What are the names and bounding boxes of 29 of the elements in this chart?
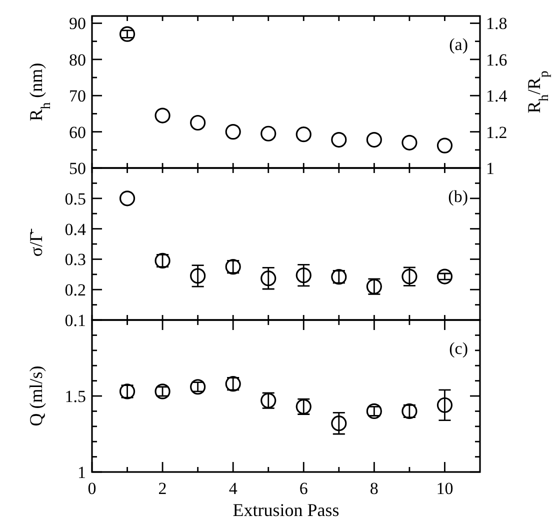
x-tick-label: 10 — [436, 479, 454, 498]
y2-tick-label: 1.8 — [486, 14, 508, 34]
y-tick-label: 0.2 — [64, 280, 86, 300]
x-tick-label: 8 — [370, 479, 378, 498]
y-tick-label: 50 — [69, 158, 86, 178]
y2-tick-label: 1 — [486, 158, 494, 178]
y2-tick-label: 1.4 — [486, 86, 508, 106]
y-tick-label: 0.3 — [64, 250, 86, 270]
annotation: (c) — [449, 339, 468, 358]
x-tick-label: 4 — [228, 479, 238, 498]
annotation: (b) — [448, 187, 468, 206]
y-axis-title: σ/Γ̄ — [26, 228, 46, 257]
annotation: (a) — [449, 35, 468, 54]
y-tick-label: 0.5 — [64, 189, 86, 208]
y-tick-label: 0.1 — [64, 310, 86, 330]
y-tick-label: 90 — [69, 14, 86, 34]
y-tick-label: 80 — [69, 50, 86, 70]
x-tick-label: 2 — [158, 479, 167, 498]
y-tick-label: 70 — [69, 86, 86, 106]
y-tick-label: 1.5 — [64, 386, 86, 406]
x-tick-label: 0 — [88, 479, 96, 498]
y2-tick-label: 1.2 — [486, 122, 508, 142]
y-tick-label: 0.4 — [64, 220, 86, 239]
x-tick-label: 6 — [299, 479, 308, 498]
y-tick-label: 60 — [69, 122, 86, 142]
y-axis-title: Q (ml/s) — [26, 366, 46, 426]
x-axis-title: Extrusion Pass — [232, 500, 340, 520]
y-tick-label: 1 — [78, 462, 86, 482]
y2-tick-label: 1.6 — [486, 50, 508, 70]
